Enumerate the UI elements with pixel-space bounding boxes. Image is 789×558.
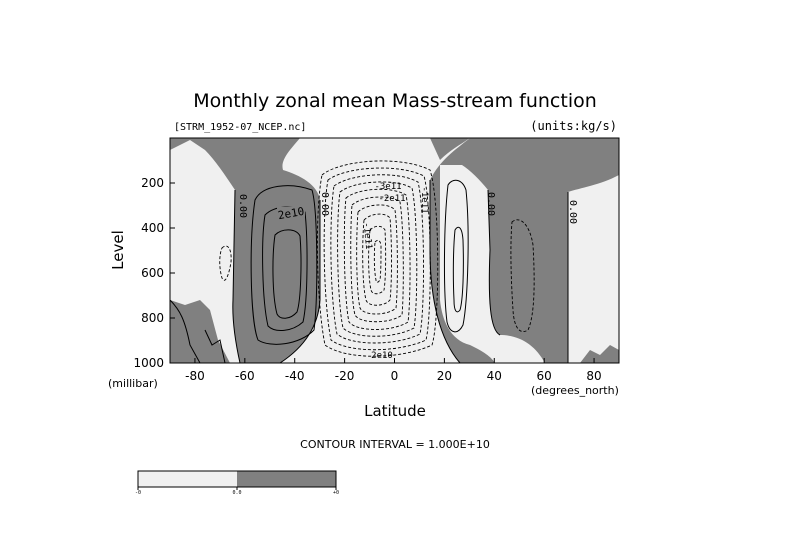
label-background bbox=[277, 207, 305, 219]
positive-contours bbox=[170, 179, 469, 363]
contour-line bbox=[429, 180, 461, 363]
contour-line bbox=[337, 181, 418, 337]
x-axis: -80 -60 -40 -20 0 20 40 60 80 bbox=[185, 358, 602, 383]
contour-line bbox=[373, 239, 382, 283]
contour-line bbox=[510, 219, 535, 332]
positive-region-northern-cell bbox=[430, 138, 619, 363]
contour-label: -3e11 bbox=[374, 182, 401, 192]
colorbar-negative bbox=[138, 471, 237, 487]
negative-contours bbox=[219, 160, 535, 357]
x-tick-label: -80 bbox=[185, 369, 205, 383]
contour-line bbox=[170, 299, 201, 363]
contour-line bbox=[219, 245, 232, 281]
x-tick-label: -60 bbox=[235, 369, 255, 383]
colorbar-positive bbox=[237, 471, 336, 487]
contour-line bbox=[356, 204, 398, 315]
x-unit-label: (degrees_north) bbox=[531, 384, 619, 397]
x-axis-label: Latitude bbox=[364, 402, 426, 420]
contour-label: 0.00 bbox=[237, 194, 248, 218]
y-tick-label: 1000 bbox=[133, 356, 164, 370]
contour-line bbox=[316, 160, 439, 357]
y-axis: 200 400 600 800 1000 bbox=[133, 176, 175, 370]
colorbar-label: -0 bbox=[135, 490, 141, 496]
contour-line bbox=[362, 213, 392, 306]
contour-label: -1e11 bbox=[419, 186, 429, 213]
y-unit-label: (millibar) bbox=[108, 377, 158, 390]
contour-line bbox=[368, 225, 387, 295]
contour-label: 2e10 bbox=[371, 351, 393, 361]
y-tick-label: 400 bbox=[141, 221, 164, 235]
contour-field bbox=[170, 138, 619, 363]
chart-title: Monthly zonal mean Mass-stream function bbox=[193, 90, 597, 112]
contour-line bbox=[323, 167, 431, 351]
contour-label: 0.00 bbox=[485, 192, 496, 216]
zero-contour bbox=[232, 180, 569, 363]
colorbar-label: 0.0 bbox=[232, 490, 241, 496]
colorbar-label: +0 bbox=[333, 490, 339, 496]
contour-label: 0.00 bbox=[567, 200, 578, 224]
contour-line bbox=[487, 189, 501, 336]
positive-region-northern-surface bbox=[580, 345, 619, 363]
positive-region-southern-cell bbox=[170, 138, 320, 363]
contour-line bbox=[343, 188, 411, 330]
contour-line bbox=[250, 185, 318, 345]
contour-label: 0.00 bbox=[319, 192, 330, 216]
contour-line bbox=[330, 174, 424, 344]
positive-region-southern-surface bbox=[170, 300, 230, 363]
x-tick-label: 0 bbox=[391, 369, 399, 383]
contour-line bbox=[279, 200, 321, 363]
contour-line bbox=[443, 179, 469, 333]
y-axis-label: Level bbox=[109, 230, 127, 270]
x-tick-label: 20 bbox=[437, 369, 452, 383]
file-label: [STRM_1952-07_NCEP.nc] bbox=[174, 122, 306, 133]
x-tick-label: 60 bbox=[537, 369, 552, 383]
y-tick-label: 600 bbox=[141, 266, 164, 280]
x-tick-label: 80 bbox=[586, 369, 601, 383]
contour-line bbox=[232, 189, 241, 363]
contour-labels: 2e10 0.00 0.00 0.00 0.00 -3e11 -2e11 -1e… bbox=[237, 182, 578, 361]
contour-label: -1e11 bbox=[361, 222, 373, 250]
x-tick-label: -20 bbox=[335, 369, 355, 383]
contour-line bbox=[272, 229, 302, 319]
colorbar: -0 0.0 +0 bbox=[135, 470, 339, 496]
x-tick-label: -40 bbox=[285, 369, 305, 383]
positive-region-upper bbox=[430, 138, 470, 160]
units-label: (units:kg/s) bbox=[530, 119, 617, 133]
contour-line bbox=[452, 226, 464, 313]
y-tick-label: 800 bbox=[141, 311, 164, 325]
x-tick-label: 40 bbox=[487, 369, 502, 383]
contour-line bbox=[204, 329, 226, 363]
contour-interval: CONTOUR INTERVAL = 1.000E+10 bbox=[300, 438, 490, 451]
y-tick-label: 200 bbox=[141, 176, 164, 190]
contour-label: -2e11 bbox=[378, 194, 405, 204]
contour-label: 2e10 bbox=[277, 205, 305, 222]
